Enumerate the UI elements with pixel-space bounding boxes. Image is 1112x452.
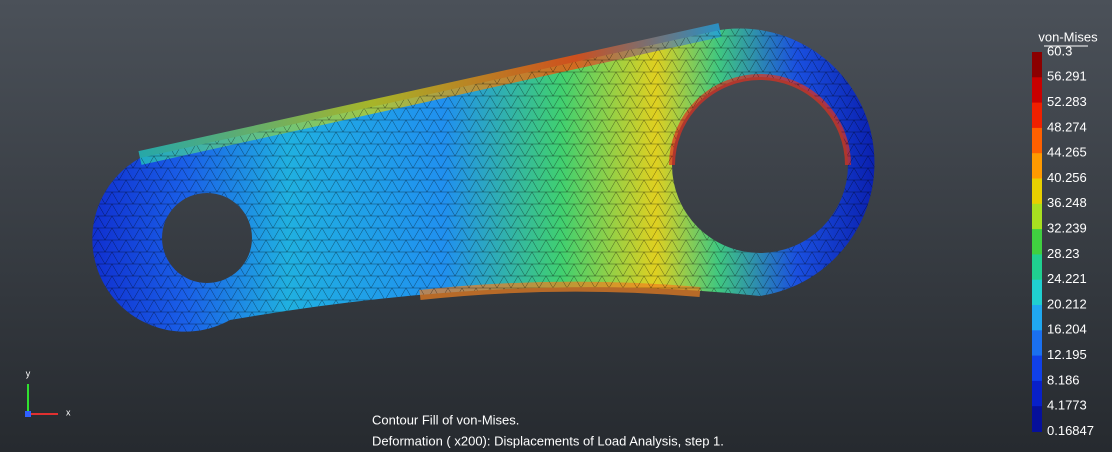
legend-label: 0.16847 xyxy=(1047,423,1094,438)
caption: Deformation ( x200): Displacements of Lo… xyxy=(372,433,724,448)
legend-label: 40.256 xyxy=(1047,170,1087,185)
legend-swatch xyxy=(1032,356,1042,382)
legend-label: 16.204 xyxy=(1047,322,1087,337)
legend-swatch xyxy=(1032,330,1042,356)
legend-swatch xyxy=(1032,280,1042,306)
legend-title: von-Mises xyxy=(1038,29,1098,44)
legend-label: 4.1773 xyxy=(1047,398,1087,413)
viewport: y x Contour Fill of von-Mises. Deformati… xyxy=(0,0,1112,452)
legend-label: 20.212 xyxy=(1047,296,1087,311)
legend-label: 56.291 xyxy=(1047,69,1087,84)
legend-label: 32.239 xyxy=(1047,221,1087,236)
legend-label: 8.186 xyxy=(1047,372,1080,387)
legend-swatch xyxy=(1032,153,1042,179)
legend-swatch xyxy=(1032,128,1042,154)
legend-swatch xyxy=(1032,179,1042,205)
legend-swatch xyxy=(1032,77,1042,103)
legend-swatch xyxy=(1032,254,1042,280)
legend-swatch xyxy=(1032,103,1042,129)
legend-label: 44.265 xyxy=(1047,145,1087,160)
axis-label: y xyxy=(26,368,31,378)
legend-swatch xyxy=(1032,406,1042,432)
legend-label: 60.3 xyxy=(1047,43,1072,58)
legend-swatch xyxy=(1032,305,1042,331)
legend-label: 28.23 xyxy=(1047,246,1080,261)
legend-swatch xyxy=(1032,381,1042,407)
legend-swatch xyxy=(1032,204,1042,230)
legend-swatch xyxy=(1032,52,1042,78)
legend-label: 48.274 xyxy=(1047,119,1087,134)
legend-swatch xyxy=(1032,229,1042,255)
legend-label: 24.221 xyxy=(1047,271,1087,286)
legend-label: 12.195 xyxy=(1047,347,1087,362)
z-axis xyxy=(25,411,31,417)
legend-label: 36.248 xyxy=(1047,195,1087,210)
axis-label: x xyxy=(66,407,71,417)
caption: Contour Fill of von-Mises. xyxy=(372,412,519,427)
legend-label: 52.283 xyxy=(1047,94,1087,109)
